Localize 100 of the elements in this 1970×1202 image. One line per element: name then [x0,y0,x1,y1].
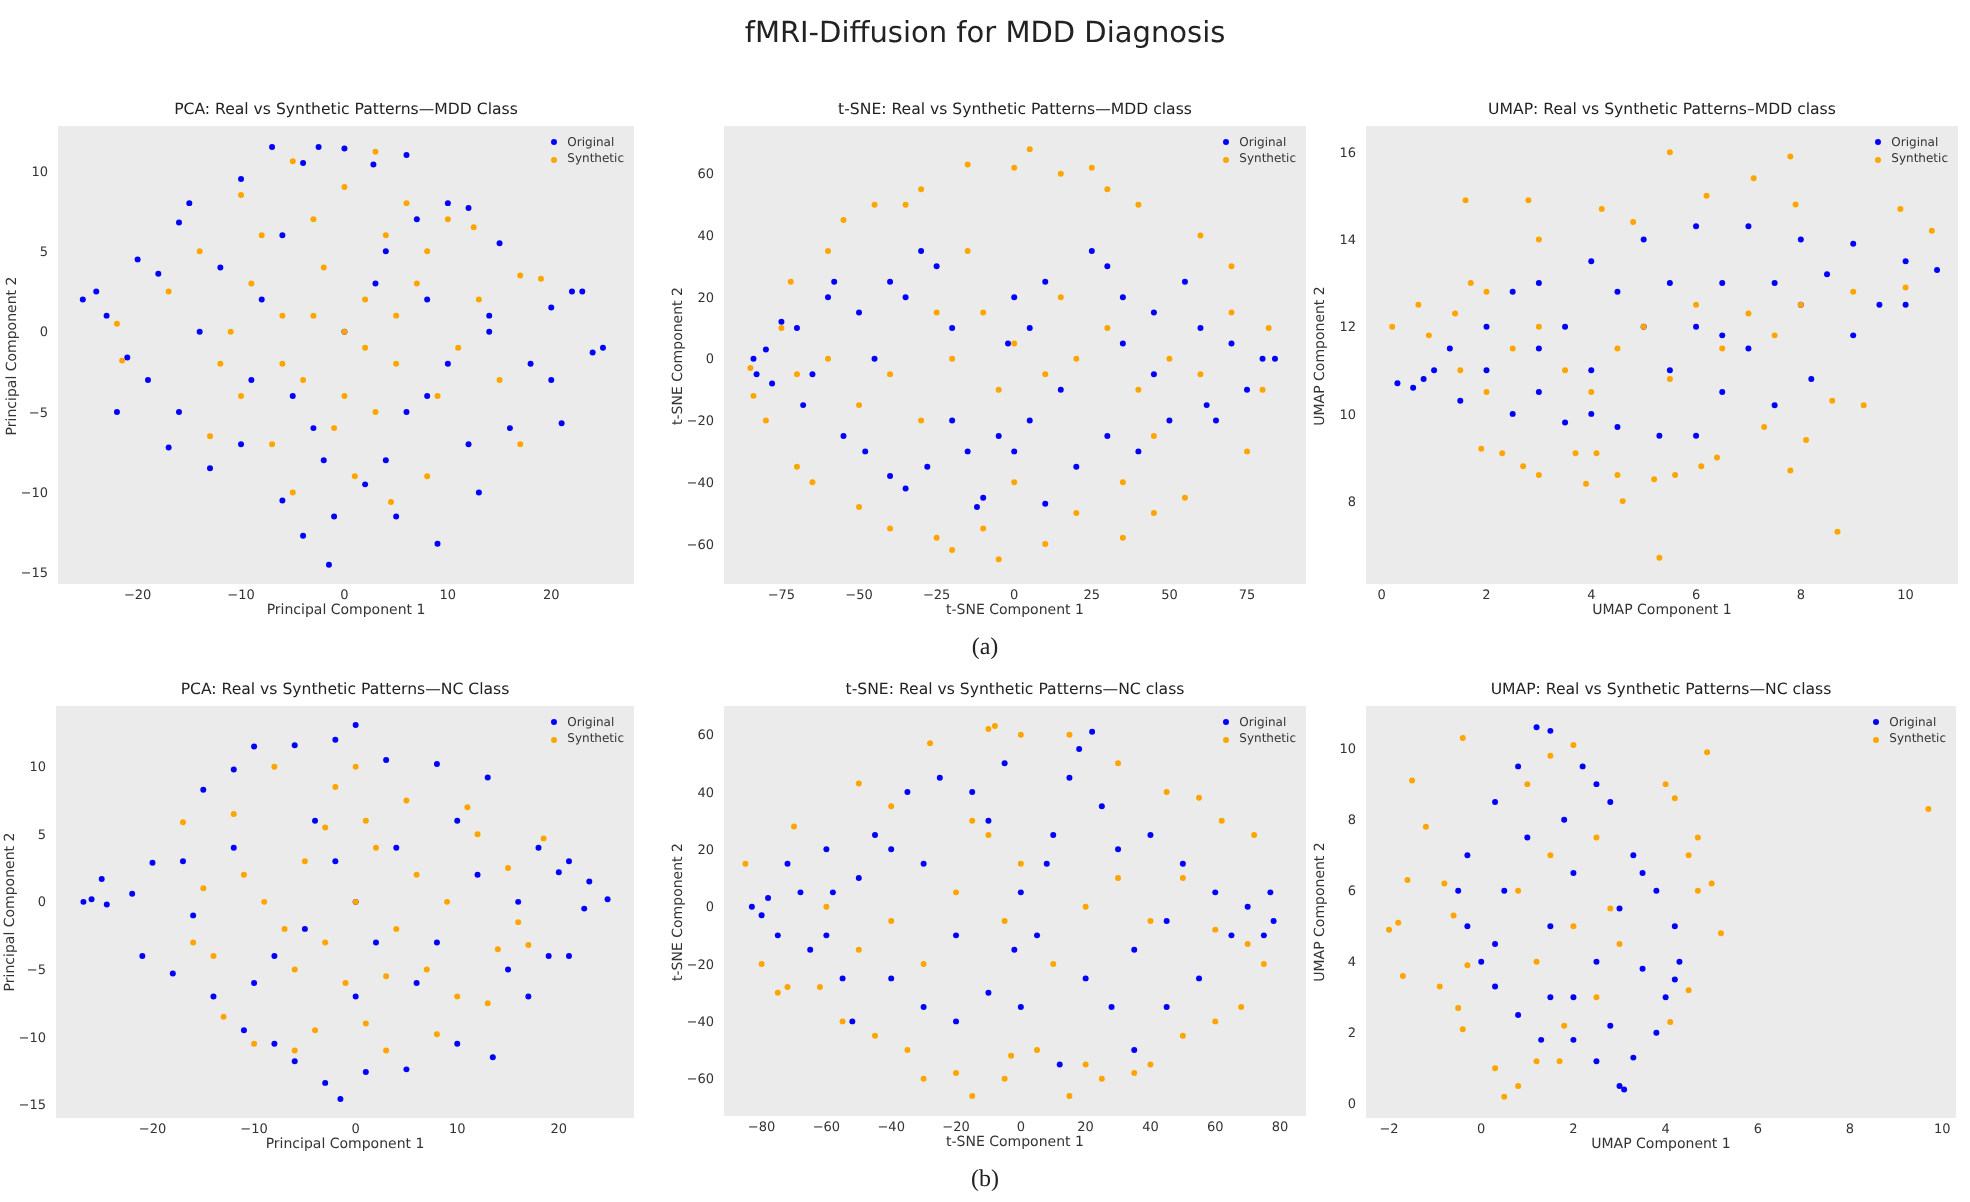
point [758,912,765,919]
point [1163,918,1170,925]
point [1244,448,1251,455]
point [1492,983,1499,990]
point [217,360,224,367]
point [190,939,197,946]
point [1934,266,1941,273]
point [310,216,317,223]
point [289,158,296,165]
point [1588,389,1595,396]
point [1057,386,1064,393]
point [1547,994,1554,1001]
point [322,1079,329,1086]
point [964,161,971,168]
point [918,247,925,254]
point [1483,367,1490,374]
point [331,425,338,432]
point [362,817,369,824]
point [1897,205,1904,212]
point [887,525,894,532]
point [985,817,992,824]
point [1570,1036,1577,1043]
point [1131,1070,1138,1076]
point [1745,310,1752,317]
point [1431,367,1438,374]
point [555,869,562,876]
point [179,819,186,826]
point [933,263,940,270]
point [1685,852,1692,859]
point [1693,432,1700,439]
point [1017,860,1024,867]
point [793,371,800,378]
point [332,736,339,743]
point [1483,288,1490,295]
point [969,817,976,824]
point [1115,875,1122,882]
point [1420,376,1427,382]
point [750,392,757,399]
point [1515,1083,1522,1090]
point [1001,918,1008,925]
point [1410,384,1417,391]
point [1787,467,1794,474]
point [1588,258,1595,265]
point [179,858,186,865]
point [227,328,234,335]
point [1672,471,1679,478]
point [953,932,960,939]
point [320,264,327,271]
point [251,743,258,750]
point [139,952,146,959]
point [1073,463,1080,470]
point [1135,386,1142,393]
point [1260,932,1267,939]
point [1017,889,1024,896]
point [1455,1004,1462,1011]
point [1771,332,1778,339]
point [1579,763,1586,770]
point [1011,164,1018,171]
point [840,432,847,439]
point [1066,1092,1073,1099]
point [1561,816,1568,823]
point [1616,1083,1623,1090]
point [1694,887,1701,894]
point [525,942,532,949]
point [918,417,925,424]
point [1218,817,1225,824]
point [1876,301,1883,308]
point [774,989,781,996]
point [1593,958,1600,965]
point [839,1018,846,1025]
point [1547,852,1554,859]
point [1011,479,1018,486]
point [1593,450,1600,457]
point [424,248,431,255]
point [980,494,987,501]
point [1011,448,1018,455]
point [403,797,410,804]
point [238,192,245,199]
point [829,889,836,896]
point [973,503,980,510]
point [1459,1026,1466,1033]
point [1547,752,1554,759]
point [454,817,461,824]
point [474,831,481,838]
point [1119,479,1126,486]
point [1630,218,1637,225]
point [1667,1019,1674,1026]
point [1630,852,1637,859]
point [1042,540,1049,547]
point [1119,294,1126,301]
point [753,371,760,378]
point [230,844,237,851]
point [1213,417,1219,424]
point [1676,958,1683,965]
point [1535,389,1542,396]
point [1026,146,1033,153]
point [1212,1018,1219,1025]
point [1607,905,1614,912]
point [382,232,389,239]
point [165,288,172,295]
